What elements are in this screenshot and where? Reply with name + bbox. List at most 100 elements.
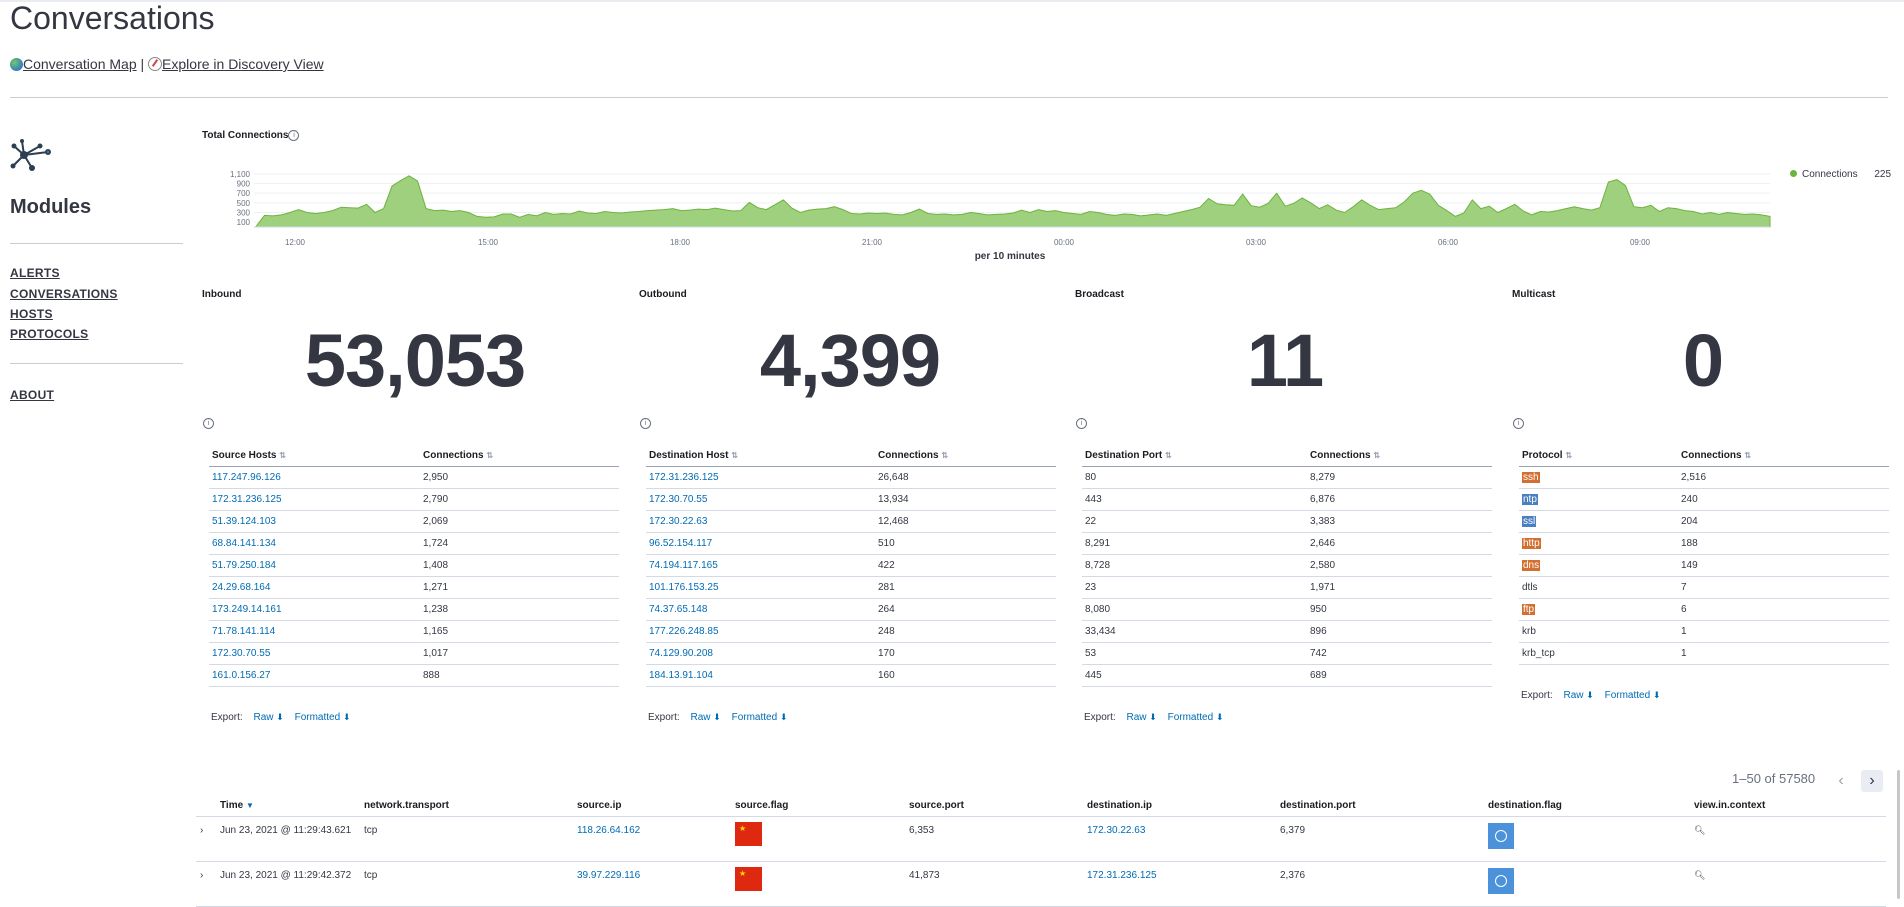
scrollbar[interactable]	[1897, 770, 1900, 899]
table-cell[interactable]: 71.78.141.114	[209, 620, 420, 643]
document-row[interactable]: › Jun 23, 2021 @ 11:29:42.372 tcp 39.97.229…	[196, 861, 1886, 907]
info-icon[interactable]: i	[1076, 418, 1087, 429]
export-formatted-button[interactable]: Formatted ⬇	[1604, 690, 1661, 701]
protocol-badge[interactable]: ssh	[1522, 472, 1540, 483]
protocol-badge[interactable]: http	[1522, 538, 1541, 549]
info-icon[interactable]: i	[288, 130, 300, 141]
table-cell[interactable]: 101.176.153.25	[646, 576, 875, 599]
column-header[interactable]: Connections ⇅	[420, 445, 619, 467]
column-header[interactable]: Connections ⇅	[875, 445, 1056, 467]
column-header[interactable]: view.in.context	[1690, 794, 1886, 817]
protocol-badge[interactable]: ntp	[1522, 494, 1538, 505]
column-header[interactable]: destination.flag	[1484, 794, 1690, 817]
table-cell[interactable]: 24.29.68.164	[209, 576, 420, 599]
export-raw-button[interactable]: Raw ⬇	[253, 712, 284, 723]
table-cell[interactable]: 51.39.124.103	[209, 510, 420, 533]
destination-ip-cell[interactable]: 172.30.22.63	[1083, 816, 1276, 862]
chart-legend[interactable]: Connections 225	[1790, 169, 1891, 180]
next-page-button[interactable]: ›	[1861, 770, 1883, 792]
column-header[interactable]: source.ip	[573, 794, 731, 817]
column-header-time[interactable]: Time ▼	[216, 794, 360, 817]
info-icon[interactable]: i	[1513, 418, 1524, 429]
sidebar-item-alerts[interactable]: ALERTS	[10, 266, 60, 280]
magnifier-icon[interactable]: 🔍︎	[1694, 825, 1706, 835]
table-cell[interactable]: 172.31.236.125	[646, 466, 875, 489]
sidebar-item-protocols[interactable]: PROTOCOLS	[10, 327, 89, 341]
column-header[interactable]: network.transport	[360, 794, 573, 817]
column-header[interactable]: Connections ⇅	[1307, 445, 1492, 467]
table-cell[interactable]: 74.129.90.208	[646, 642, 875, 665]
table-cell[interactable]: 173.249.14.161	[209, 598, 420, 621]
destination-ip-cell[interactable]: 172.31.236.125	[1083, 861, 1276, 907]
table-cell[interactable]: 74.37.65.148	[646, 598, 875, 621]
discovery-view-link[interactable]: Explore in Discovery View	[162, 56, 324, 72]
protocol-badge[interactable]: dtls	[1522, 582, 1538, 593]
column-header[interactable]: Connections ⇅	[1678, 445, 1889, 467]
export-formatted-button[interactable]: Formatted ⬇	[1167, 712, 1224, 723]
connections-area-series[interactable]	[255, 175, 1771, 228]
sort-desc-icon[interactable]: ▼	[245, 800, 254, 810]
source-ip-cell[interactable]: 39.97.229.116	[573, 861, 731, 907]
export-formatted-button[interactable]: Formatted ⬇	[731, 712, 788, 723]
info-icon[interactable]: i	[203, 418, 214, 429]
table-cell[interactable]: 172.31.236.125	[209, 488, 420, 511]
table-cell[interactable]: krb_tcp	[1519, 642, 1678, 665]
view-in-context-cell[interactable]: 🔍︎	[1690, 816, 1886, 862]
column-header[interactable]: destination.port	[1276, 794, 1484, 817]
table-row: krb 1	[1519, 620, 1889, 643]
table-cell[interactable]: 96.52.154.117	[646, 532, 875, 555]
table-cell[interactable]: krb	[1519, 620, 1678, 643]
export-raw-button[interactable]: Raw ⬇	[1126, 712, 1157, 723]
table-cell[interactable]: 74.194.117.165	[646, 554, 875, 577]
sidebar-item-hosts[interactable]: HOSTS	[10, 307, 53, 321]
table-cell[interactable]: http	[1519, 532, 1678, 555]
protocol-badge[interactable]: krb	[1522, 626, 1536, 637]
protocol-badge[interactable]: dns	[1522, 560, 1541, 571]
column-header[interactable]: Destination Host ⇅	[646, 445, 875, 467]
conversation-map-link[interactable]: Conversation Map	[23, 56, 137, 72]
column-header[interactable]: source.port	[905, 794, 1083, 817]
x-tick-label: 03:00	[1246, 238, 1267, 247]
table-cell[interactable]: ssh	[1519, 466, 1678, 489]
column-header[interactable]: destination.ip	[1083, 794, 1276, 817]
table-cell[interactable]: ssl	[1519, 510, 1678, 533]
table-cell[interactable]: 172.30.22.63	[646, 510, 875, 533]
source-ip-cell[interactable]: 118.26.64.162	[573, 816, 731, 862]
table-cell[interactable]: dtls	[1519, 576, 1678, 599]
protocol-badge[interactable]: krb_tcp	[1522, 648, 1555, 659]
x-tick-label: 18:00	[670, 238, 691, 247]
export-raw-button[interactable]: Raw ⬇	[690, 712, 721, 723]
table-cell[interactable]: 161.0.156.27	[209, 664, 420, 687]
legend-name: Connections	[1802, 169, 1858, 180]
table-cell[interactable]: 68.84.141.134	[209, 532, 420, 555]
magnifier-icon[interactable]: 🔍︎	[1694, 870, 1706, 880]
info-icon[interactable]: i	[640, 418, 651, 429]
sidebar-item-conversations[interactable]: CONVERSATIONS	[10, 287, 118, 301]
table-row: 172.31.236.125 26,648	[646, 466, 1056, 489]
protocol-badge[interactable]: ftp	[1522, 604, 1536, 615]
column-header[interactable]: Protocol ⇅	[1519, 445, 1678, 467]
export-formatted-button[interactable]: Formatted ⬇	[294, 712, 351, 723]
export-raw-button[interactable]: Raw ⬇	[1563, 690, 1594, 701]
table-cell: 204	[1678, 510, 1889, 533]
table-row: ssh 2,516	[1519, 466, 1889, 489]
view-in-context-cell[interactable]: 🔍︎	[1690, 861, 1886, 907]
table-cell[interactable]: 172.30.70.55	[209, 642, 420, 665]
document-row[interactable]: › Jun 23, 2021 @ 11:29:43.621 tcp 118.26.64…	[196, 816, 1886, 862]
table-cell[interactable]: 184.13.91.104	[646, 664, 875, 687]
table-cell[interactable]: 117.247.96.126	[209, 466, 420, 489]
prev-page-button[interactable]: ‹	[1838, 772, 1844, 789]
sidebar-item-about[interactable]: ABOUT	[10, 388, 55, 402]
expand-row-icon[interactable]: ›	[196, 816, 216, 862]
table-cell[interactable]: 172.30.70.55	[646, 488, 875, 511]
table-cell[interactable]: 51.79.250.184	[209, 554, 420, 577]
protocol-badge[interactable]: ssl	[1522, 516, 1537, 527]
table-cell[interactable]: ntp	[1519, 488, 1678, 511]
column-header[interactable]: source.flag	[731, 794, 905, 817]
column-header[interactable]: Source Hosts ⇅	[209, 445, 420, 467]
expand-row-icon[interactable]: ›	[196, 861, 216, 907]
table-cell[interactable]: ftp	[1519, 598, 1678, 621]
table-cell[interactable]: 177.226.248.85	[646, 620, 875, 643]
column-header[interactable]: Destination Port ⇅	[1082, 445, 1307, 467]
table-cell[interactable]: dns	[1519, 554, 1678, 577]
